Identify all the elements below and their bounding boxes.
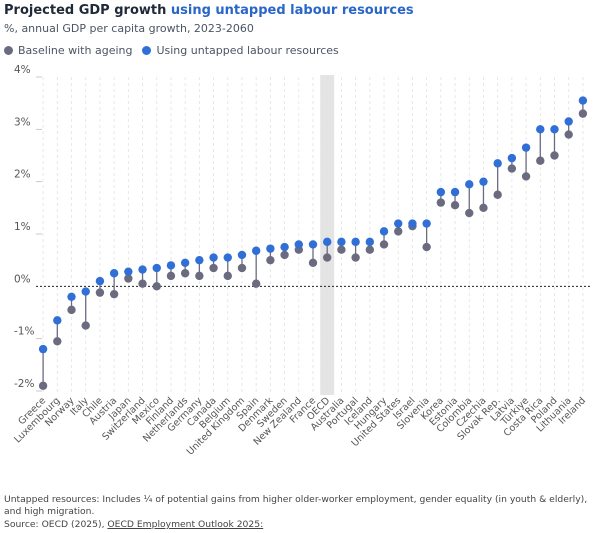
baseline-point <box>280 250 289 260</box>
untapped-point <box>180 258 190 267</box>
untapped-point <box>394 219 403 228</box>
chart-title-plain: Projected GDP growth <box>4 3 167 18</box>
source-link[interactable]: OECD Employment Outlook 2025: <box>107 519 264 530</box>
untapped-point <box>450 187 460 197</box>
baseline-point <box>81 321 90 330</box>
untapped-point <box>379 227 389 236</box>
untapped-point <box>251 246 261 255</box>
baseline-point <box>138 279 147 288</box>
untapped-point <box>521 143 531 152</box>
source-prefix: Source: OECD (2025), <box>4 519 105 530</box>
untapped-point <box>195 255 204 265</box>
untapped-point <box>294 240 303 249</box>
untapped-point <box>38 344 48 354</box>
untapped-point <box>266 244 275 253</box>
chart-legend: Baseline with ageing Using untapped labo… <box>4 44 349 57</box>
baseline-point <box>180 269 190 278</box>
untapped-point <box>124 267 133 276</box>
y-tick-label: -1% <box>14 326 34 338</box>
baseline-point <box>578 109 588 118</box>
untapped-point <box>365 237 375 247</box>
baseline-point <box>521 172 531 181</box>
untapped-point <box>465 180 474 189</box>
legend-untapped-label: Using untapped labour resources <box>156 44 339 57</box>
untapped-point <box>337 237 346 247</box>
baseline-point <box>493 190 502 199</box>
y-tick-label: 1% <box>14 221 31 233</box>
baseline-point <box>251 279 261 288</box>
chart-title-highlight: using untapped labour resources <box>170 3 414 18</box>
y-tick-label: 0% <box>14 273 31 285</box>
untapped-point <box>166 261 176 270</box>
baseline-point <box>53 337 62 346</box>
untapped-point <box>408 219 417 228</box>
untapped-point <box>138 265 147 274</box>
untapped-point <box>223 253 232 262</box>
baseline-point <box>323 253 332 262</box>
baseline-point <box>223 271 232 281</box>
untapped-point <box>507 153 517 163</box>
baseline-point <box>166 271 176 281</box>
baseline-point <box>351 253 360 262</box>
untapped-point <box>109 269 119 278</box>
baseline-point <box>450 201 460 210</box>
untapped-point <box>351 237 360 247</box>
baseline-point <box>95 288 105 297</box>
source-line: Source: OECD (2025), OECD Employment Out… <box>4 519 263 530</box>
legend-item-untapped[interactable]: Using untapped labour resources <box>142 44 339 57</box>
baseline-point <box>308 258 318 267</box>
untapped-point <box>536 125 545 134</box>
untapped-point <box>308 240 318 249</box>
baseline-point <box>209 263 218 273</box>
legend-item-baseline[interactable]: Baseline with ageing <box>4 44 132 57</box>
untapped-point <box>152 263 161 273</box>
footnote: Untapped resources: Includes ¼ of potent… <box>4 494 588 517</box>
chart-subtitle: %, annual GDP per capita growth, 2023-20… <box>4 22 254 35</box>
untapped-point <box>578 96 588 105</box>
legend-untapped-marker <box>142 46 152 55</box>
dumbbell-chart: -2%-1%0%1%2%3%4%GreeceLuxembourgNorwayIt… <box>12 64 590 458</box>
baseline-point <box>422 242 431 252</box>
baseline-point <box>479 203 488 213</box>
baseline-point <box>266 255 275 265</box>
legend-baseline-label: Baseline with ageing <box>18 44 133 57</box>
untapped-point <box>323 237 332 247</box>
baseline-point <box>109 289 119 299</box>
untapped-point <box>479 177 488 186</box>
untapped-point <box>67 292 76 301</box>
untapped-point <box>209 253 218 262</box>
baseline-point <box>365 245 375 254</box>
legend-baseline-marker <box>4 46 13 55</box>
untapped-point <box>422 219 431 228</box>
y-tick-label: 2% <box>14 169 31 181</box>
baseline-point <box>337 245 346 254</box>
baseline-point <box>124 274 133 283</box>
y-tick-label: 4% <box>14 64 31 76</box>
baseline-point <box>67 305 76 315</box>
untapped-point <box>53 316 62 325</box>
chart-title: Projected GDP growth using untapped labo… <box>4 3 414 18</box>
baseline-point <box>394 227 403 236</box>
baseline-point <box>237 263 247 273</box>
untapped-point <box>564 117 573 126</box>
untapped-point <box>436 187 446 197</box>
untapped-point <box>237 250 247 260</box>
untapped-point <box>493 159 502 168</box>
baseline-point <box>152 282 161 291</box>
untapped-point <box>550 125 559 134</box>
baseline-point <box>436 198 446 207</box>
baseline-point <box>507 164 517 173</box>
baseline-point <box>465 208 474 218</box>
baseline-point <box>38 381 48 390</box>
baseline-point <box>195 271 204 281</box>
untapped-point <box>95 276 105 286</box>
untapped-point <box>280 242 289 252</box>
baseline-point <box>550 151 559 160</box>
untapped-point <box>81 287 90 296</box>
baseline-point <box>564 130 573 139</box>
y-tick-label: 3% <box>14 116 31 128</box>
baseline-point <box>536 156 545 165</box>
baseline-point <box>379 240 389 249</box>
y-tick-label: -2% <box>14 378 34 390</box>
